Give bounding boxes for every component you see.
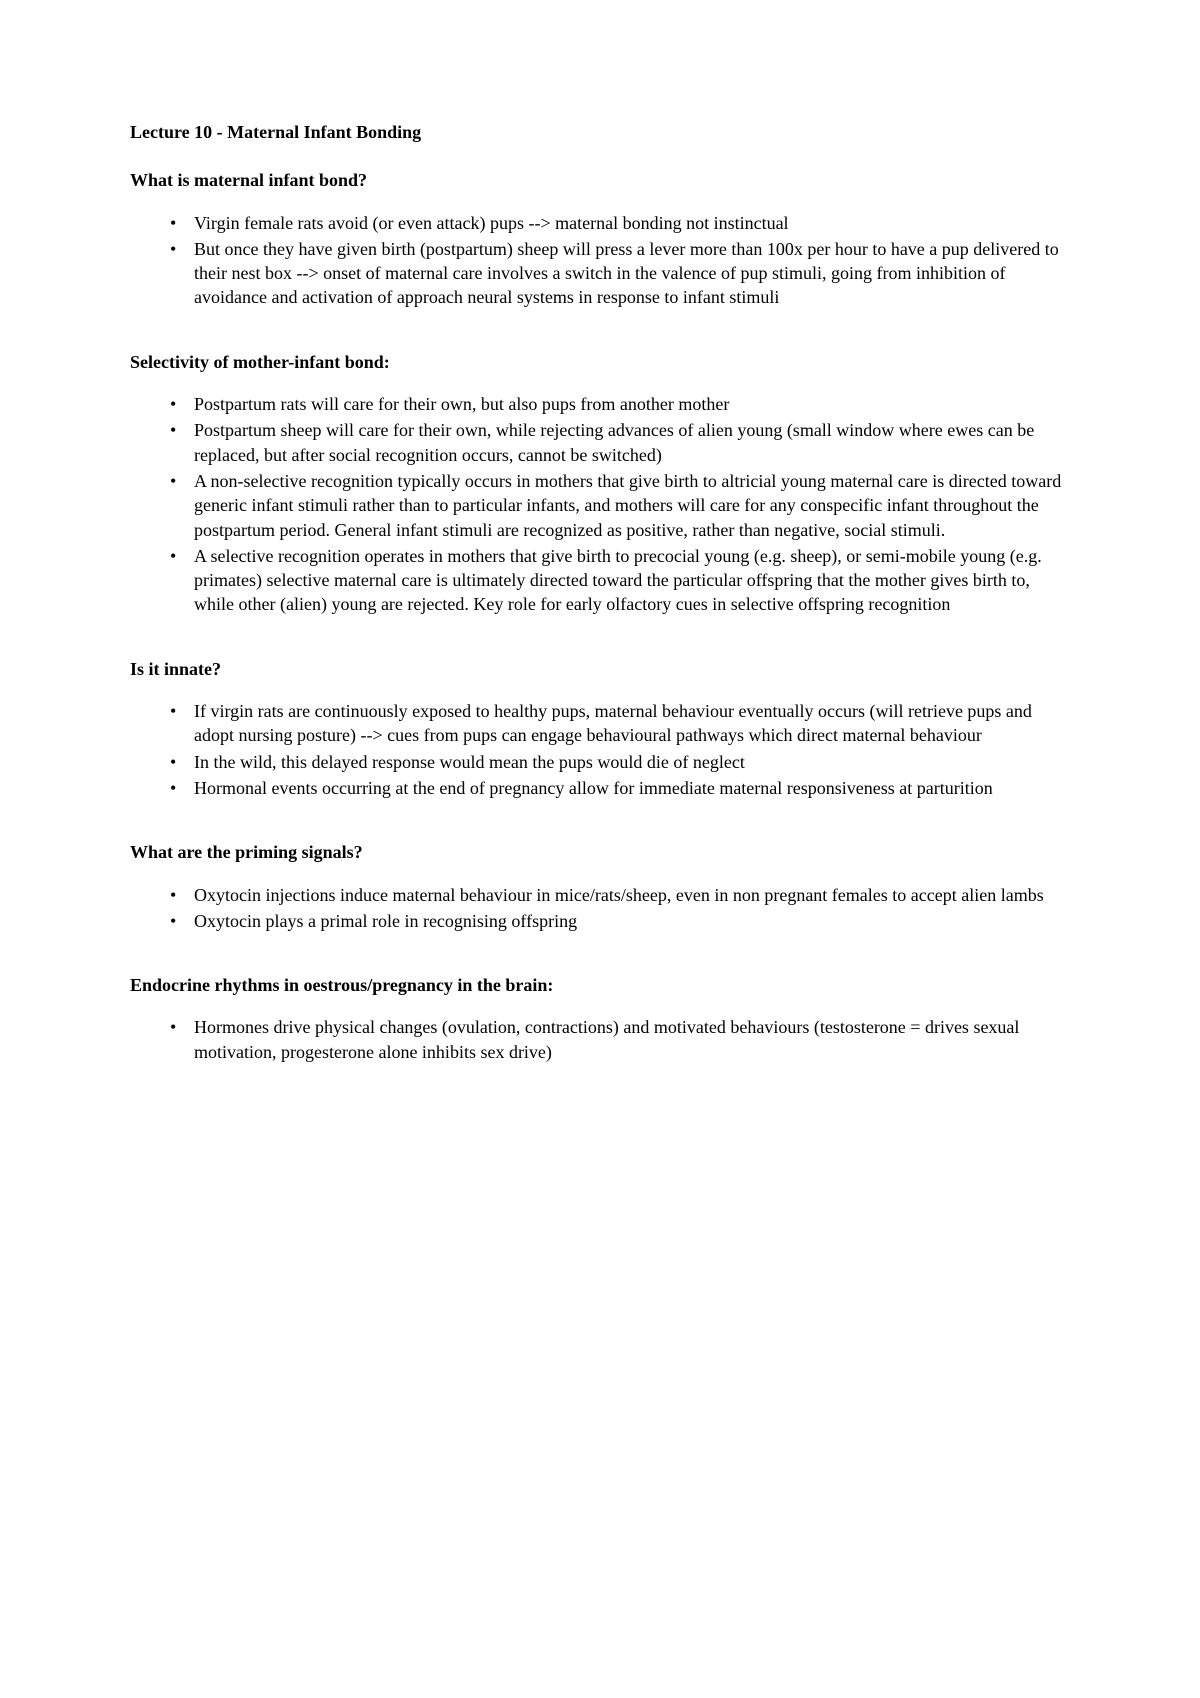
list-item: But once they have given birth (postpart… — [170, 237, 1070, 310]
section-3: Is it innate? If virgin rats are continu… — [130, 657, 1070, 800]
section-list-5: Hormones drive physical changes (ovulati… — [130, 1015, 1070, 1064]
list-item: Hormonal events occurring at the end of … — [170, 776, 1070, 800]
section-heading-1: What is maternal infant bond? — [130, 168, 1070, 192]
page-title: Lecture 10 - Maternal Infant Bonding — [130, 120, 1070, 144]
list-item: A non-selective recognition typically oc… — [170, 469, 1070, 542]
section-heading-3: Is it innate? — [130, 657, 1070, 681]
list-item: In the wild, this delayed response would… — [170, 750, 1070, 774]
section-list-4: Oxytocin injections induce maternal beha… — [130, 883, 1070, 934]
section-2: Selectivity of mother-infant bond: Postp… — [130, 350, 1070, 617]
list-item: Postpartum rats will care for their own,… — [170, 392, 1070, 416]
section-1: What is maternal infant bond? Virgin fem… — [130, 168, 1070, 309]
section-heading-2: Selectivity of mother-infant bond: — [130, 350, 1070, 374]
section-5: Endocrine rhythms in oestrous/pregnancy … — [130, 973, 1070, 1064]
list-item: A selective recognition operates in moth… — [170, 544, 1070, 617]
list-item: Virgin female rats avoid (or even attack… — [170, 211, 1070, 235]
section-list-3: If virgin rats are continuously exposed … — [130, 699, 1070, 800]
list-item: Oxytocin plays a primal role in recognis… — [170, 909, 1070, 933]
section-heading-5: Endocrine rhythms in oestrous/pregnancy … — [130, 973, 1070, 997]
list-item: Hormones drive physical changes (ovulati… — [170, 1015, 1070, 1064]
section-4: What are the priming signals? Oxytocin i… — [130, 840, 1070, 933]
list-item: If virgin rats are continuously exposed … — [170, 699, 1070, 748]
list-item: Oxytocin injections induce maternal beha… — [170, 883, 1070, 907]
section-list-1: Virgin female rats avoid (or even attack… — [130, 211, 1070, 310]
list-item: Postpartum sheep will care for their own… — [170, 418, 1070, 467]
section-heading-4: What are the priming signals? — [130, 840, 1070, 864]
section-list-2: Postpartum rats will care for their own,… — [130, 392, 1070, 617]
